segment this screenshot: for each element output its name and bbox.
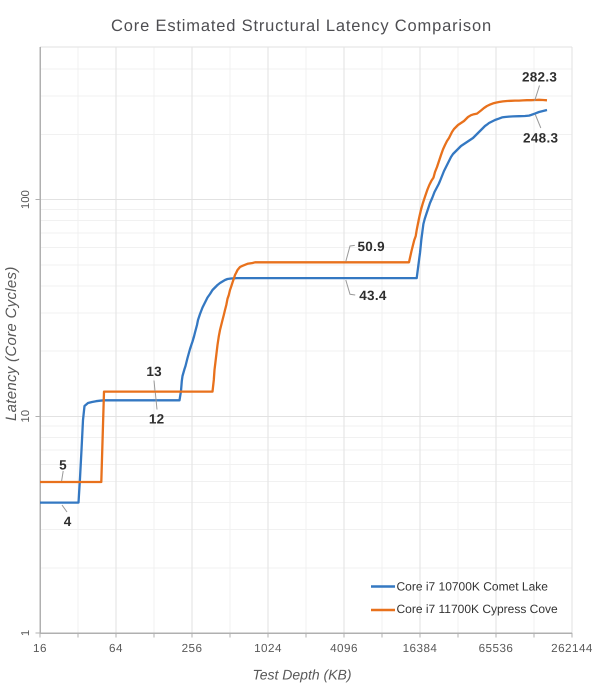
svg-text:262144: 262144: [551, 642, 593, 655]
svg-text:65536: 65536: [479, 642, 514, 655]
svg-text:13: 13: [146, 364, 162, 379]
svg-text:248.3: 248.3: [523, 131, 558, 146]
svg-text:1024: 1024: [254, 642, 282, 655]
svg-text:4: 4: [64, 514, 72, 529]
svg-text:12: 12: [149, 411, 165, 426]
svg-text:256: 256: [182, 642, 203, 655]
svg-text:43.4: 43.4: [359, 288, 387, 303]
svg-text:Latency (Core Cycles): Latency (Core Cycles): [3, 266, 20, 421]
svg-text:16: 16: [33, 642, 47, 655]
svg-text:50.9: 50.9: [357, 239, 384, 254]
svg-text:Core i7 10700K Comet Lake: Core i7 10700K Comet Lake: [397, 580, 549, 594]
svg-text:4096: 4096: [330, 642, 358, 655]
svg-text:64: 64: [109, 642, 123, 655]
svg-text:1: 1: [20, 630, 32, 636]
svg-text:Core i7 11700K Cypress Cove: Core i7 11700K Cypress Cove: [397, 602, 559, 616]
svg-text:100: 100: [20, 190, 32, 209]
svg-text:282.3: 282.3: [522, 70, 557, 85]
svg-text:5: 5: [59, 457, 67, 472]
svg-text:Test Depth (KB): Test Depth (KB): [252, 667, 351, 683]
svg-text:Core Estimated Structural Late: Core Estimated Structural Latency Compar…: [111, 17, 492, 35]
svg-text:16384: 16384: [403, 642, 438, 655]
svg-text:10: 10: [20, 410, 32, 423]
